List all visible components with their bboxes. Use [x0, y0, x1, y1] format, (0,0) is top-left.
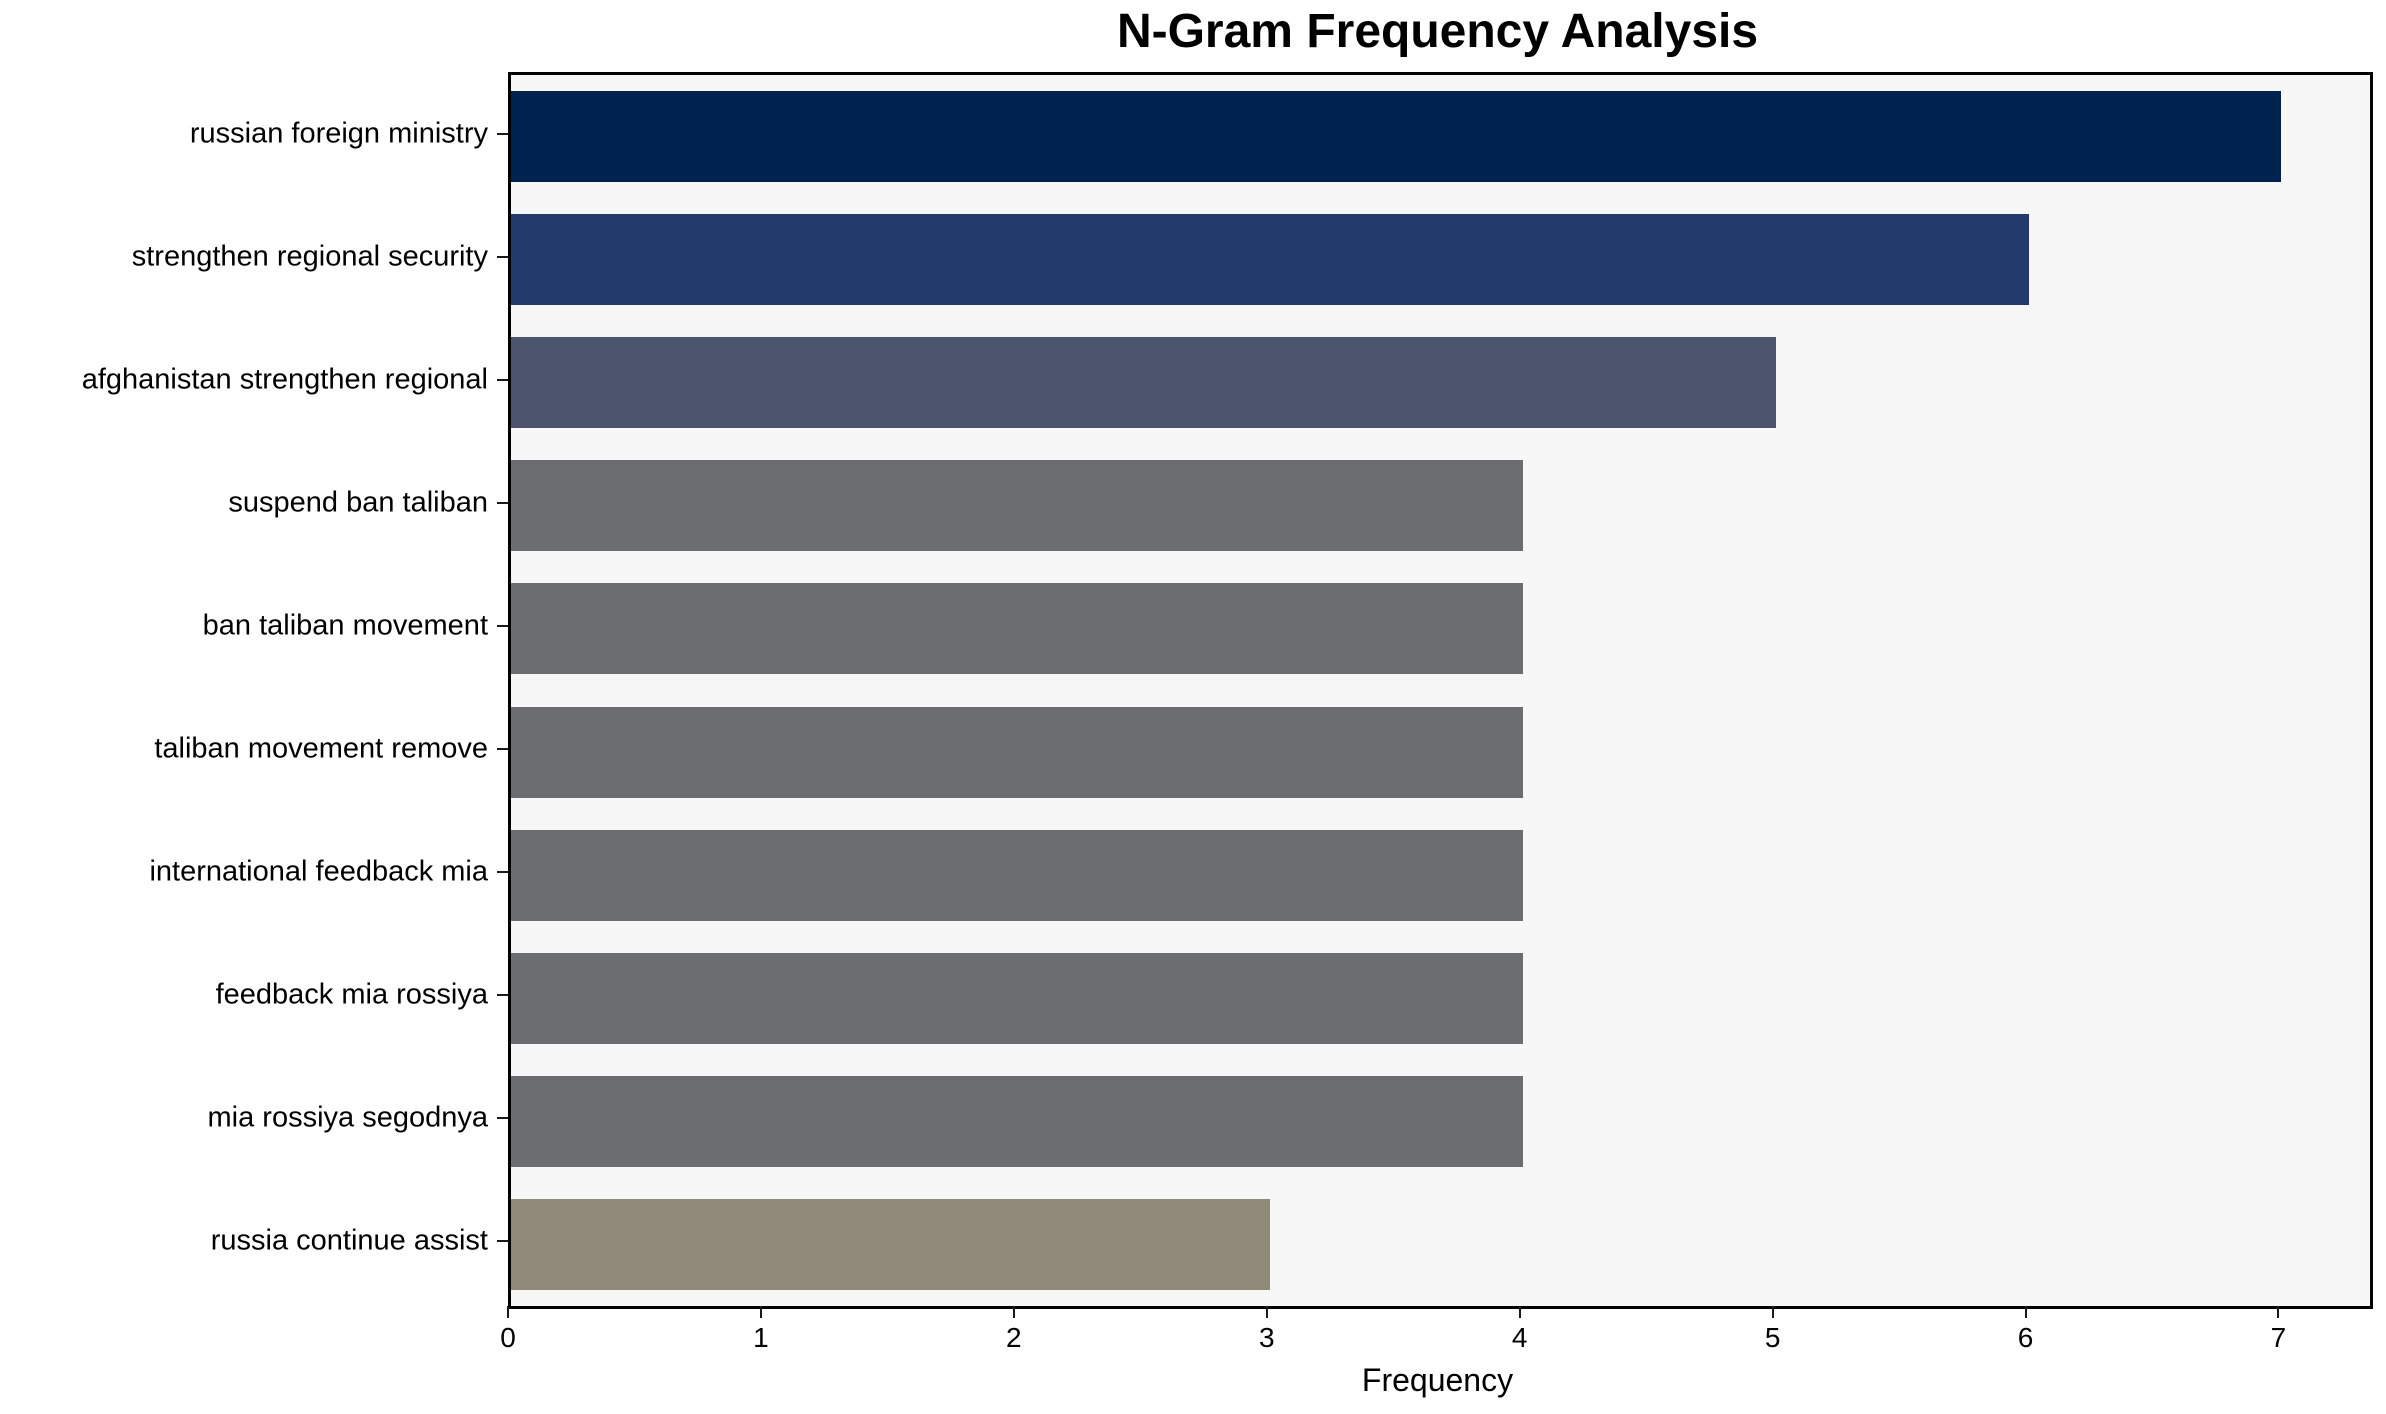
x-tick-mark	[1518, 1306, 1521, 1318]
bar-taliban-movement-remove	[511, 706, 1523, 798]
bar-suspend-ban-taliban	[511, 460, 1523, 552]
y-tick-label: suspend ban taliban	[228, 486, 488, 519]
bar-row	[511, 337, 2370, 429]
y-tick-label: international feedback mia	[149, 855, 488, 888]
x-tick-label: 0	[500, 1322, 516, 1353]
x-tick-label: 7	[2270, 1322, 2287, 1353]
y-tick-label: feedback mia rossiya	[215, 978, 488, 1011]
bar-mia-rossiya-segodnya	[511, 1075, 1523, 1167]
x-tick-mark	[1771, 1306, 1774, 1318]
x-tick-mark	[1012, 1306, 1015, 1318]
x-tick-mark	[507, 1306, 509, 1318]
y-tick-label: afghanistan strengthen regional	[81, 363, 488, 396]
x-tick-label: 1	[753, 1322, 769, 1353]
y-tick-mark	[497, 1117, 508, 1120]
y-tick-mark	[497, 1240, 508, 1243]
bar-row	[511, 1198, 2370, 1290]
x-tick-label: 5	[1764, 1322, 1781, 1353]
y-tick-label: russia continue assist	[210, 1224, 488, 1257]
bar-international-feedback-mia	[511, 829, 1523, 921]
bar-russian-foreign-ministry	[511, 91, 2282, 183]
y-tick-mark	[497, 255, 508, 258]
x-tick-mark	[1265, 1306, 1268, 1318]
x-tick-mark	[2024, 1306, 2027, 1318]
bar-strengthen-regional-security	[511, 214, 2029, 306]
chart-title: N-Gram Frequency Analysis	[1116, 5, 1759, 58]
bar-russia-continue-assist	[511, 1198, 1270, 1290]
y-tick-mark	[497, 624, 508, 627]
bar-row	[511, 460, 2370, 552]
y-tick-label: mia rossiya segodnya	[207, 1101, 488, 1134]
y-tick-label: strengthen regional security	[131, 240, 488, 273]
x-tick-label: 3	[1258, 1322, 1275, 1353]
y-tick-mark	[497, 994, 508, 997]
bar-row	[511, 214, 2370, 306]
x-tick-label: 2	[1006, 1322, 1022, 1353]
x-tick-label: 6	[2017, 1322, 2034, 1353]
x-tick-label: 4	[1511, 1322, 1528, 1353]
bar-feedback-mia-rossiya	[511, 952, 1523, 1044]
y-tick-mark	[497, 871, 508, 874]
plot-area	[508, 72, 2373, 1309]
x-tick-mark	[2277, 1306, 2280, 1318]
bar-row	[511, 952, 2370, 1044]
bar-row	[511, 91, 2370, 183]
y-tick-label: ban taliban movement	[202, 609, 488, 642]
y-tick-label: taliban movement remove	[154, 732, 488, 765]
y-tick-mark	[497, 501, 508, 504]
y-tick-mark	[497, 378, 508, 381]
y-tick-label: russian foreign ministry	[189, 117, 488, 150]
y-tick-mark	[497, 132, 508, 135]
bar-row	[511, 583, 2370, 675]
x-tick-mark	[759, 1306, 762, 1318]
bar-row	[511, 829, 2370, 921]
bar-ban-taliban-movement	[511, 583, 1523, 675]
bar-afghanistan-strengthen-regional	[511, 337, 1776, 429]
y-tick-mark	[497, 748, 508, 751]
bar-row	[511, 706, 2370, 798]
x-axis-label: Frequency	[1361, 1362, 1514, 1398]
bar-row	[511, 1075, 2370, 1167]
